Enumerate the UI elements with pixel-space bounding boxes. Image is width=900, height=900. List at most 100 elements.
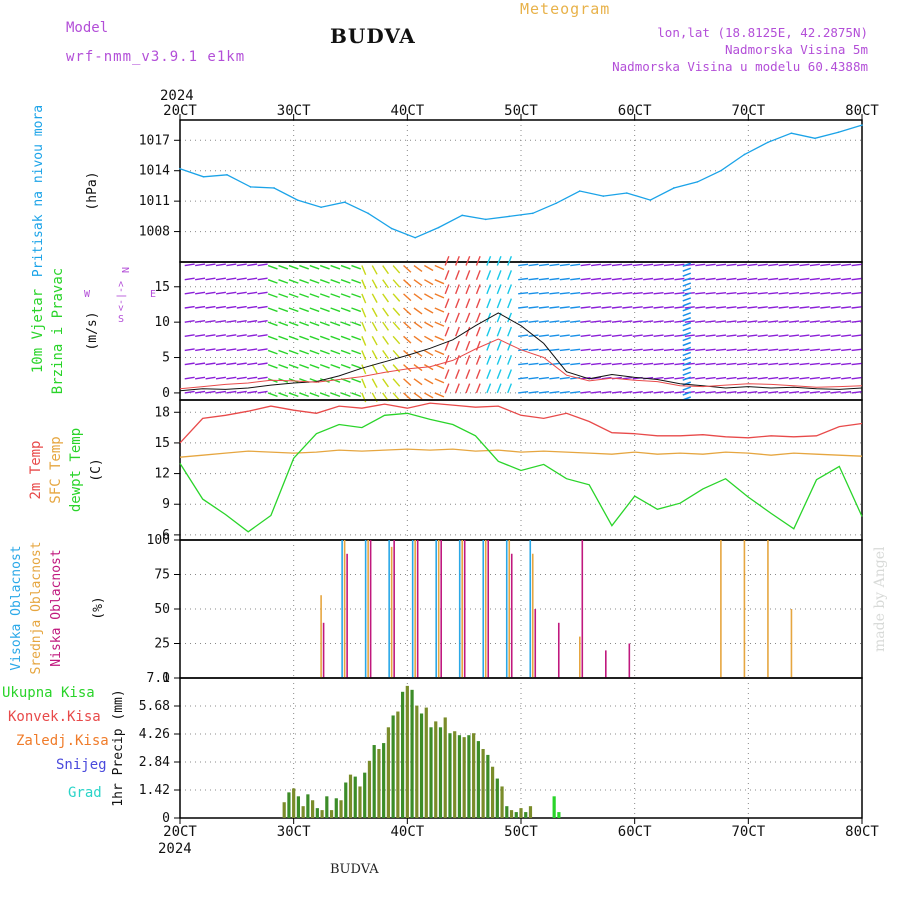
wind-barb: [559, 291, 570, 295]
wind-barb: [403, 349, 412, 358]
wind-barb: [601, 306, 612, 309]
pressure-point: [484, 218, 487, 221]
wind-barb: [434, 349, 445, 356]
wind-barb: [820, 277, 831, 281]
pressure-point: [202, 176, 205, 178]
wind-barb: [226, 319, 237, 323]
wind-barb: [663, 306, 675, 309]
wind-barb: [653, 334, 664, 338]
wind-barb: [768, 334, 779, 338]
wind-barb: [788, 376, 800, 380]
wind-barb: [392, 307, 401, 316]
precip-bar: [424, 707, 428, 818]
wind-barb: [726, 334, 737, 338]
wind-barb: [799, 320, 810, 323]
wind-barb: [674, 320, 685, 323]
x-bottom-year: 2024: [158, 841, 192, 857]
wind-barb: [622, 362, 633, 366]
wind-barb: [507, 270, 513, 280]
wind-barb: [247, 334, 258, 337]
wind-barb: [278, 264, 289, 270]
wind-barb: [371, 364, 378, 374]
wind-barb: [465, 369, 471, 380]
precip-bar: [457, 735, 462, 818]
cloud-axis-label-low: Niska Oblacnost: [49, 549, 64, 666]
wind-barb: [684, 348, 695, 352]
wind-barb: [695, 263, 706, 267]
wind-barb: [236, 263, 247, 267]
wind-barb: [475, 340, 481, 351]
wind-barb: [413, 335, 423, 343]
wind-barb: [799, 362, 810, 366]
precip-bar: [505, 806, 509, 818]
wind-barb: [351, 363, 362, 369]
wind-barb: [653, 291, 664, 295]
wind-barb: [205, 263, 216, 267]
wind-barb: [507, 340, 513, 351]
wind-barb: [518, 277, 529, 281]
wind-barb: [226, 291, 237, 295]
wind-barb: [371, 265, 378, 275]
temp-ytick-label: 12: [154, 467, 170, 482]
precip-bar: [519, 808, 523, 818]
pressure-point: [226, 173, 228, 176]
wind-barb: [215, 319, 226, 323]
x-top-tick-label: 30CT: [277, 103, 311, 119]
wind-barb: [820, 306, 831, 309]
wind-barb: [663, 348, 675, 352]
wind-barb: [747, 391, 758, 394]
wind-barb: [705, 348, 716, 352]
wind-barb: [841, 391, 852, 394]
wind-barb: [465, 255, 471, 266]
wind-barb: [747, 320, 758, 323]
wind-barb: [361, 378, 367, 389]
wind-barb: [778, 376, 789, 380]
wind-barb: [413, 378, 423, 386]
wind-barb: [559, 263, 570, 267]
wind-barb: [247, 390, 258, 394]
wind-barb: [288, 392, 299, 398]
wind-barb: [736, 348, 747, 352]
wind-barb: [778, 362, 789, 366]
wind-barb: [570, 334, 581, 338]
wind-barb: [382, 364, 390, 374]
wind-barb: [288, 363, 299, 369]
wind-barb: [496, 270, 502, 280]
station-title: BUDVA: [330, 24, 416, 48]
wind-ytick-label: 5: [162, 351, 170, 366]
wind-barb: [454, 284, 460, 295]
wind-barb: [809, 348, 820, 352]
wind-barb: [736, 362, 747, 366]
wind-barb: [257, 376, 268, 380]
wind-barb: [247, 348, 258, 352]
wind-barb: [267, 392, 278, 398]
wind-barb: [205, 319, 216, 323]
wind-barb: [778, 277, 789, 281]
wind-barb: [682, 287, 692, 292]
precip-bar: [453, 731, 457, 818]
precip-bar: [524, 812, 528, 818]
wind-gust-line: [179, 338, 863, 390]
wind-barb: [424, 335, 434, 342]
precip-bar: [400, 691, 405, 818]
wind-barb: [851, 277, 862, 281]
wind-barb: [559, 320, 570, 323]
wind-barb: [267, 335, 278, 341]
wind-barb: [330, 363, 341, 369]
pressure-point: [343, 201, 346, 203]
wind-barb: [643, 334, 654, 338]
wind-barb: [382, 307, 390, 317]
wind-barb: [413, 264, 423, 272]
wind-barb: [361, 392, 367, 403]
wind-barb: [226, 277, 237, 281]
wind-barb: [507, 369, 513, 380]
wind-barb: [591, 391, 602, 394]
wind-barb: [736, 277, 747, 281]
wind-barb: [496, 284, 502, 295]
model-label: Model: [66, 20, 109, 36]
wind-barb: [340, 279, 351, 284]
wind-barb: [444, 383, 450, 394]
precip-bar: [405, 685, 409, 818]
wind-barb: [371, 321, 378, 332]
wind-barb: [809, 263, 820, 267]
